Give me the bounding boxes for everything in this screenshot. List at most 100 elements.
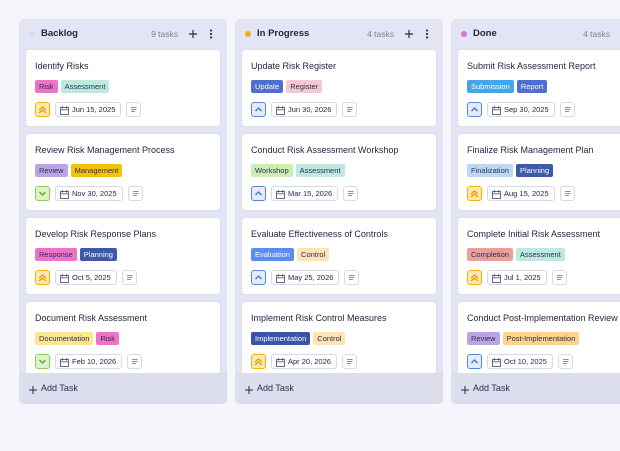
- tag: Documentation: [35, 332, 94, 345]
- task-title: Submit Risk Assessment Report: [467, 61, 596, 71]
- task-card[interactable]: Evaluate Effectiveness of Controls Evalua…: [241, 217, 437, 295]
- tag-list: Documentation Risk: [35, 332, 120, 345]
- description-icon: [342, 354, 357, 369]
- column-title: Backlog: [41, 28, 78, 39]
- priority-icon: [467, 270, 482, 285]
- description-icon: [344, 270, 359, 285]
- task-card[interactable]: Submit Risk Assessment Report Submission R…: [457, 49, 620, 127]
- priority-icon: [467, 102, 482, 117]
- tag-list: Review Post-Implementation: [467, 332, 580, 345]
- tag: Implementation: [251, 332, 311, 345]
- date-text: Mar 15, 2026: [288, 189, 333, 198]
- task-card[interactable]: Conduct Post-Implementation Review Review…: [457, 301, 620, 373]
- priority-icon: [35, 270, 50, 285]
- task-title: Conduct Risk Assessment Workshop: [251, 145, 399, 155]
- priority-icon: [251, 102, 266, 117]
- task-title: Finalize Risk Management Plan: [467, 145, 594, 155]
- description-icon: [552, 270, 567, 285]
- tag: Workshop: [251, 164, 293, 177]
- column-header: In Progress 4 tasks: [235, 19, 443, 49]
- tag: Management: [70, 164, 123, 177]
- task-card[interactable]: Conduct Risk Assessment Workshop Workshop…: [241, 133, 437, 211]
- column-title: In Progress: [257, 28, 310, 39]
- description-icon: [560, 102, 575, 117]
- due-date: Aug 15, 2025: [487, 186, 555, 201]
- description-icon: [127, 354, 142, 369]
- priority-icon: [251, 186, 266, 201]
- task-card[interactable]: Complete Initial Risk Assessment Completi…: [457, 217, 620, 295]
- tag: Submission: [467, 80, 514, 93]
- due-date: Oct 5, 2025: [55, 270, 117, 285]
- task-card[interactable]: Identify Risks Risk Assessment Jun 15, 2025: [25, 49, 221, 127]
- status-dot: [29, 31, 35, 37]
- task-title: Identify Risks: [35, 61, 89, 71]
- priority-icon: [35, 102, 50, 117]
- task-card[interactable]: Document Risk Assessment Documentation Ris…: [25, 301, 221, 373]
- task-title: Develop Risk Response Plans: [35, 229, 157, 239]
- tag: Risk: [96, 332, 120, 345]
- tag: Post-Implementation: [502, 332, 580, 345]
- tag-list: Review Management: [35, 164, 123, 177]
- task-card[interactable]: Review Risk Management Process Review Mana…: [25, 133, 221, 211]
- tag-list: Response Planning: [35, 248, 117, 261]
- column-header: Done 4 tasks: [451, 19, 620, 49]
- more-button[interactable]: [205, 27, 217, 39]
- priority-icon: [35, 186, 50, 201]
- priority-icon: [251, 270, 266, 285]
- more-button[interactable]: [421, 27, 433, 39]
- task-card[interactable]: Update Risk Register Update Register Jun 30…: [241, 49, 437, 127]
- task-title: Evaluate Effectiveness of Controls: [251, 229, 388, 239]
- tag: Finalization: [467, 164, 513, 177]
- plus-icon: [29, 386, 37, 394]
- due-date: Sep 30, 2025: [487, 102, 555, 117]
- tag: Assessment: [295, 164, 345, 177]
- date-text: Oct 5, 2025: [72, 273, 111, 282]
- tag: Risk: [35, 80, 58, 93]
- card-list: Identify Risks Risk Assessment Jun 15, 2025…: [19, 49, 227, 373]
- task-card[interactable]: Implement Risk Control Measures Implement…: [241, 301, 437, 373]
- date-text: Jun 30, 2026: [288, 105, 332, 114]
- card-list: Update Risk Register Update Register Jun 30…: [235, 49, 443, 373]
- due-date: Jun 30, 2026: [271, 102, 338, 117]
- task-card[interactable]: Finalize Risk Management Plan Finalizatio…: [457, 133, 620, 211]
- tag: Completion: [467, 248, 513, 261]
- task-title: Review Risk Management Process: [35, 145, 175, 155]
- column-title: Done: [473, 28, 497, 39]
- description-icon: [122, 270, 137, 285]
- tag: Response: [35, 248, 77, 261]
- priority-icon: [467, 186, 482, 201]
- tag-list: Risk Assessment: [35, 80, 110, 93]
- task-title: Conduct Post-Implementation Review: [467, 313, 618, 323]
- add-task-button[interactable]: Add Task: [257, 383, 294, 393]
- card-list: Submit Risk Assessment Report Submission R…: [451, 49, 620, 373]
- add-task-button[interactable]: Add Task: [473, 383, 510, 393]
- task-title: Document Risk Assessment: [35, 313, 148, 323]
- task-card[interactable]: Develop Risk Response Plans Response Plann…: [25, 217, 221, 295]
- tag: Control: [313, 332, 346, 345]
- plus-icon: [461, 386, 469, 394]
- add-task-button[interactable]: Add Task: [41, 383, 78, 393]
- add-button[interactable]: [403, 27, 415, 39]
- date-text: Oct 10, 2025: [504, 357, 547, 366]
- add-task-footer: Add Task: [19, 373, 227, 404]
- date-text: Sep 30, 2025: [504, 105, 549, 114]
- task-title: Implement Risk Control Measures: [251, 313, 387, 323]
- tag-list: Completion Assessment: [467, 248, 565, 261]
- due-date: Jul 1, 2025: [487, 270, 547, 285]
- tag: Planning: [79, 248, 117, 261]
- tag-list: Submission Report: [467, 80, 548, 93]
- column: Backlog 9 tasks Identify Risks Risk Assessme…: [19, 19, 227, 404]
- tag-list: Evaluation Control: [251, 248, 330, 261]
- add-button[interactable]: [187, 27, 199, 39]
- add-task-footer: Add Task: [451, 373, 620, 404]
- tag-list: Finalization Planning: [467, 164, 554, 177]
- add-task-footer: Add Task: [235, 373, 443, 404]
- priority-icon: [35, 354, 50, 369]
- description-icon: [126, 102, 141, 117]
- due-date: Nov 30, 2025: [55, 186, 123, 201]
- description-icon: [128, 186, 143, 201]
- task-count: 9 tasks: [151, 29, 178, 39]
- tag: Assessment: [515, 248, 565, 261]
- due-date: Jun 15, 2025: [55, 102, 122, 117]
